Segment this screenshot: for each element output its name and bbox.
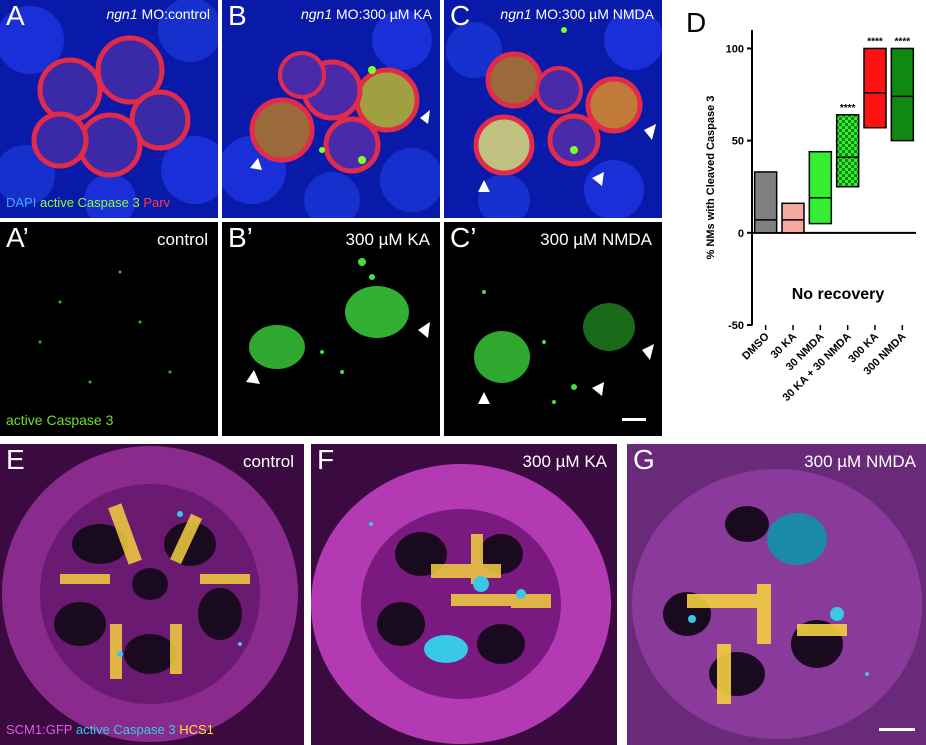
legend-mid: active Caspase 3	[6, 412, 114, 428]
condition-f: 300 µM KA	[522, 452, 607, 471]
panel-label-a: A	[6, 0, 25, 31]
gene-name: ngn1	[500, 6, 532, 22]
panel-label-g: G	[633, 444, 655, 475]
micrograph-g	[627, 444, 926, 745]
legend-caspase: active Caspase 3	[39, 195, 140, 210]
bar	[753, 171, 778, 234]
panel-e: E control SCM1:GFP active Caspase 3 HCS1	[0, 444, 304, 745]
significance-label: ****	[840, 103, 856, 114]
bar	[781, 202, 805, 234]
significance-label: ****	[895, 36, 911, 47]
panel-f: F 300 µM KA	[311, 444, 617, 745]
panel-label-c-prime: C’	[450, 222, 477, 253]
panel-c-prime: C’ 300 µM NMDA	[444, 222, 662, 436]
panel-a: A ngn1 MO:control DAPI active Caspase 3 …	[0, 0, 218, 218]
y-tick-label: -50	[728, 320, 744, 332]
micrograph-b	[222, 0, 440, 218]
condition-a-prime: control	[156, 230, 208, 249]
panel-a-title: ngn1 MO:control	[106, 6, 210, 22]
micrograph-e	[0, 444, 304, 745]
panel-label-b: B	[228, 0, 247, 31]
treatment: MO:control	[137, 6, 210, 22]
chart-annotation: No recovery	[792, 286, 885, 303]
legend-gfp: SCM1:GFP	[6, 722, 73, 737]
bar	[835, 114, 860, 188]
micrograph-c	[444, 0, 662, 218]
micrograph-b-prime	[222, 222, 440, 436]
y-tick-label: 50	[732, 136, 744, 148]
legend-dapi: DAPI	[6, 195, 37, 210]
legend-caspase-bottom: active Caspase 3	[75, 722, 176, 737]
panel-b-title: ngn1 MO:300 µM KA	[301, 6, 432, 22]
scale-bar-top	[622, 418, 646, 421]
bar	[808, 150, 833, 225]
panel-label-d: D	[686, 7, 706, 38]
micrograph-a-prime	[0, 222, 218, 436]
panel-b-prime: B’ 300 µM KA	[222, 222, 440, 436]
bar	[863, 47, 887, 129]
micrograph-f	[311, 444, 617, 745]
condition-e: control	[242, 452, 294, 471]
condition-g: 300 µM NMDA	[804, 452, 916, 471]
panel-label-f: F	[317, 444, 335, 475]
gene-name: ngn1	[300, 6, 333, 22]
panel-c-title: ngn1 MO:300 µM NMDA	[500, 6, 654, 22]
y-axis-label: % NMs with Cleaved Caspase 3	[705, 96, 717, 260]
panel-c: C ngn1 MO:300 µM NMDA	[444, 0, 662, 218]
scale-bar-bottom	[879, 728, 915, 731]
micrograph-c-prime	[444, 222, 662, 436]
treatment: MO:300 µM NMDA	[531, 6, 654, 22]
panel-b: B ngn1 MO:300 µM KA	[222, 0, 440, 218]
legend-parv: Parv	[143, 195, 171, 210]
condition-b-prime: 300 µM KA	[345, 230, 430, 249]
panel-label-e: E	[6, 444, 25, 475]
chart-d-axes: -50 0 50 100 % NMs with Cleaved Caspase 3 No …	[705, 30, 916, 332]
legend-top: DAPI active Caspase 3 Parv	[6, 195, 170, 210]
significance-label: ****	[867, 36, 883, 47]
treatment: MO:300 µM KA	[332, 6, 432, 22]
x-tick-label: DMSO	[740, 330, 772, 362]
micrograph-a	[0, 0, 218, 218]
legend-hcs1: HCS1	[179, 722, 214, 737]
panel-label-c: C	[450, 0, 471, 31]
panel-g: G 300 µM NMDA	[627, 444, 926, 745]
bar	[890, 47, 915, 142]
chart-d: D -50 0 50 100 % NMs with Cleaved Caspase 3 N…	[686, 7, 916, 404]
gene-name: ngn1	[106, 6, 138, 22]
y-tick-label: 100	[726, 43, 744, 55]
y-tick-label: 0	[738, 228, 744, 240]
panel-a-prime: A’ control active Caspase 3	[0, 222, 218, 436]
legend-bottom: SCM1:GFP active Caspase 3 HCS1	[6, 722, 214, 737]
panel-label-b-prime: B’	[228, 222, 253, 253]
panel-label-a-prime: A’	[6, 222, 29, 253]
condition-c-prime: 300 µM NMDA	[540, 230, 652, 249]
